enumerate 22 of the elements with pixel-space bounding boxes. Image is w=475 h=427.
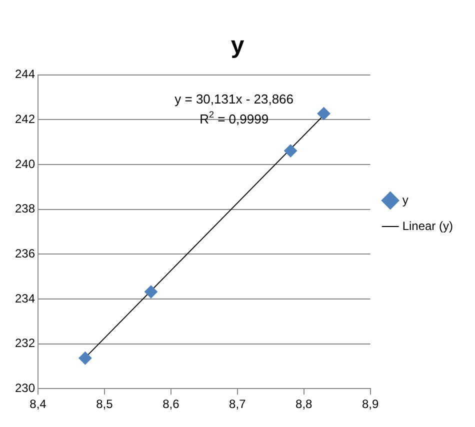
point [78,352,92,365]
y-tick-label: 230 [14,380,36,395]
legend-label: y [402,192,408,207]
annotation: y = 30,131x - 23,866 [174,91,294,106]
y-tick-label: 244 [14,67,36,82]
point [284,144,298,158]
y-tick-label: 232 [14,336,36,350]
x-tick-label: 8,8 [296,397,313,412]
x-tick-label: 8,6 [162,397,180,412]
y-tick-label: 242 [14,112,36,126]
y-tick-label: 236 [14,246,36,260]
x-tick-label: 8,7 [229,397,246,412]
legend-label: Linear (y) [402,218,454,233]
y-tick-label: 240 [14,156,36,171]
x-tick-label: 8,5 [96,397,114,412]
x-tick-label: 8,9 [362,397,379,412]
point [144,285,158,298]
y-tick-label: 234 [14,291,36,306]
point [317,107,330,120]
chart-title: y [230,32,245,60]
y-tick-label: 238 [14,202,36,216]
x-tick-label: 8,4 [30,397,47,412]
